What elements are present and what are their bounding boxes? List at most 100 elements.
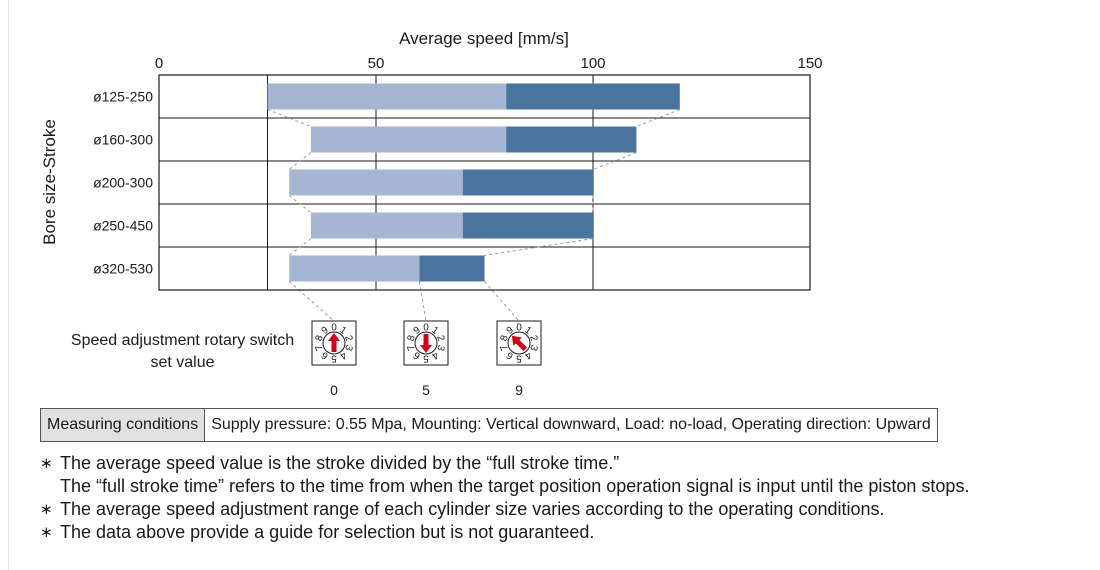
bar-low-range — [267, 83, 507, 110]
bar-high-range — [462, 212, 593, 239]
x-axis-title: Average speed [mm/s] — [399, 29, 569, 48]
page-left-rule — [8, 0, 9, 570]
bar-low-range — [289, 169, 463, 196]
bar-low-range — [289, 255, 420, 282]
connector-to-switch — [288, 281, 335, 322]
row-separators — [159, 117, 810, 248]
switch-digit: 3 — [342, 343, 354, 352]
switch-set-value: 9 — [515, 382, 523, 398]
measuring-conditions-table: Measuring conditions Supply pressure: 0.… — [40, 408, 938, 442]
connector-low — [267, 109, 312, 127]
switch-digit: 4 — [522, 349, 533, 361]
switch-digit: 9 — [412, 325, 423, 337]
footnote-3-text: The data above provide a guide for selec… — [60, 522, 595, 542]
category-label: ø250-450 — [93, 218, 153, 234]
category-labels: ø125-250 ø160-300 ø200-300 ø250-450 ø320-530 — [93, 89, 153, 277]
connector-high — [484, 238, 594, 256]
switch-pointer-arrow — [420, 334, 432, 353]
switch-digit: 7 — [314, 343, 326, 352]
switch-set-value: 0 — [330, 382, 338, 398]
switch-digit: 8 — [314, 334, 326, 343]
y-axis-title: Bore size-Stroke — [40, 119, 59, 245]
connector-high — [636, 109, 680, 127]
switch-digit: 6 — [319, 349, 330, 361]
measuring-conditions-header: Measuring conditions — [41, 409, 206, 441]
arrow-shape — [328, 333, 340, 352]
switch-digit: 2 — [527, 334, 539, 343]
speed-range-chart: Average speed [mm/s] Bore size-Stroke 0 5… — [40, 29, 823, 398]
switch-digit: 1 — [429, 325, 440, 337]
switch-digit: 8 — [406, 334, 418, 343]
switch-digit: 5 — [516, 353, 522, 364]
bar-high-range — [506, 126, 637, 153]
bar-high-range — [506, 83, 680, 110]
switch-digit: 7 — [406, 343, 418, 352]
measuring-conditions-text: Supply pressure: 0.55 Mpa, Mounting: Ver… — [211, 416, 931, 433]
footnote-1-continued: The “full stroke time” refers to the tim… — [40, 475, 969, 498]
switch-digit: 5 — [423, 353, 429, 364]
category-label: ø160-300 — [93, 132, 153, 148]
connector-high — [592, 152, 637, 170]
x-tick-label: 150 — [797, 55, 822, 72]
switch-digit: 9 — [505, 325, 516, 337]
category-label: ø125-250 — [93, 89, 153, 105]
switch-digit: 0 — [423, 323, 429, 334]
switch-digit: 6 — [504, 349, 515, 361]
arrow-shape — [420, 334, 432, 353]
footnote-2: ∗ The average speed adjustment range of … — [40, 498, 969, 521]
switch-digit: 9 — [320, 325, 331, 337]
dashed-connectors — [267, 109, 680, 322]
switch-digit: 0 — [516, 323, 522, 334]
switch-digit: 1 — [522, 325, 533, 337]
switch-digit: 5 — [331, 353, 337, 364]
x-tick-label: 50 — [368, 55, 385, 72]
switch-digit: 2 — [434, 334, 446, 343]
footnote-1b-text: The “full stroke time” refers to the tim… — [60, 476, 970, 496]
category-label: ø320-530 — [93, 261, 153, 277]
footnote-2-text: The average speed adjustment range of ea… — [60, 499, 885, 519]
switch-digit: 8 — [499, 334, 511, 343]
footnote-1-text: The average speed value is the stroke di… — [60, 453, 620, 473]
footnote-1: ∗ The average speed value is the stroke … — [40, 452, 969, 475]
footnotes: ∗ The average speed value is the stroke … — [40, 452, 969, 544]
switch-digit: 3 — [527, 343, 539, 352]
connector-to-switch — [484, 281, 520, 322]
connector-low — [288, 238, 312, 256]
switch-digit: 4 — [429, 349, 440, 361]
bar-high-range — [462, 169, 593, 196]
x-tick-label: 100 — [580, 55, 605, 72]
plot-frame — [158, 74, 811, 291]
bar-high-range — [419, 255, 485, 282]
footnote-mark: ∗ — [40, 501, 53, 518]
switch-pointer-arrow — [511, 335, 528, 352]
rotary-switch-label: Speed adjustment rotary switch set value — [60, 330, 305, 374]
rotary-switch-label-line2: set value — [150, 354, 215, 371]
bars — [267, 83, 680, 282]
connector-low — [288, 152, 312, 170]
switch-digit: 1 — [337, 325, 348, 337]
switch-digit: 7 — [499, 343, 511, 352]
footnote-mark: ∗ — [40, 455, 53, 472]
arrow-shape — [511, 335, 528, 352]
switch-digit: 3 — [434, 343, 446, 352]
switch-pointer-arrow — [328, 333, 340, 352]
switch-set-value: 5 — [422, 382, 430, 398]
connector-to-switch — [418, 281, 427, 322]
footnote-mark: ∗ — [40, 524, 53, 541]
footnote-3: ∗ The data above provide a guide for sel… — [40, 521, 969, 544]
bar-low-range — [310, 126, 507, 153]
switch-digit: 2 — [342, 334, 354, 343]
rotary-switch-label-line1: Speed adjustment rotary switch — [70, 332, 295, 349]
x-tick-label: 0 — [155, 55, 163, 72]
switch-digit: 4 — [337, 349, 348, 361]
category-label: ø200-300 — [93, 175, 153, 191]
switch-digit: 6 — [411, 349, 422, 361]
bar-low-range — [310, 212, 463, 239]
footnote-indent — [40, 475, 60, 498]
x-tick-labels: 0 50 100 150 — [155, 55, 823, 72]
switch-digit: 0 — [331, 323, 337, 334]
